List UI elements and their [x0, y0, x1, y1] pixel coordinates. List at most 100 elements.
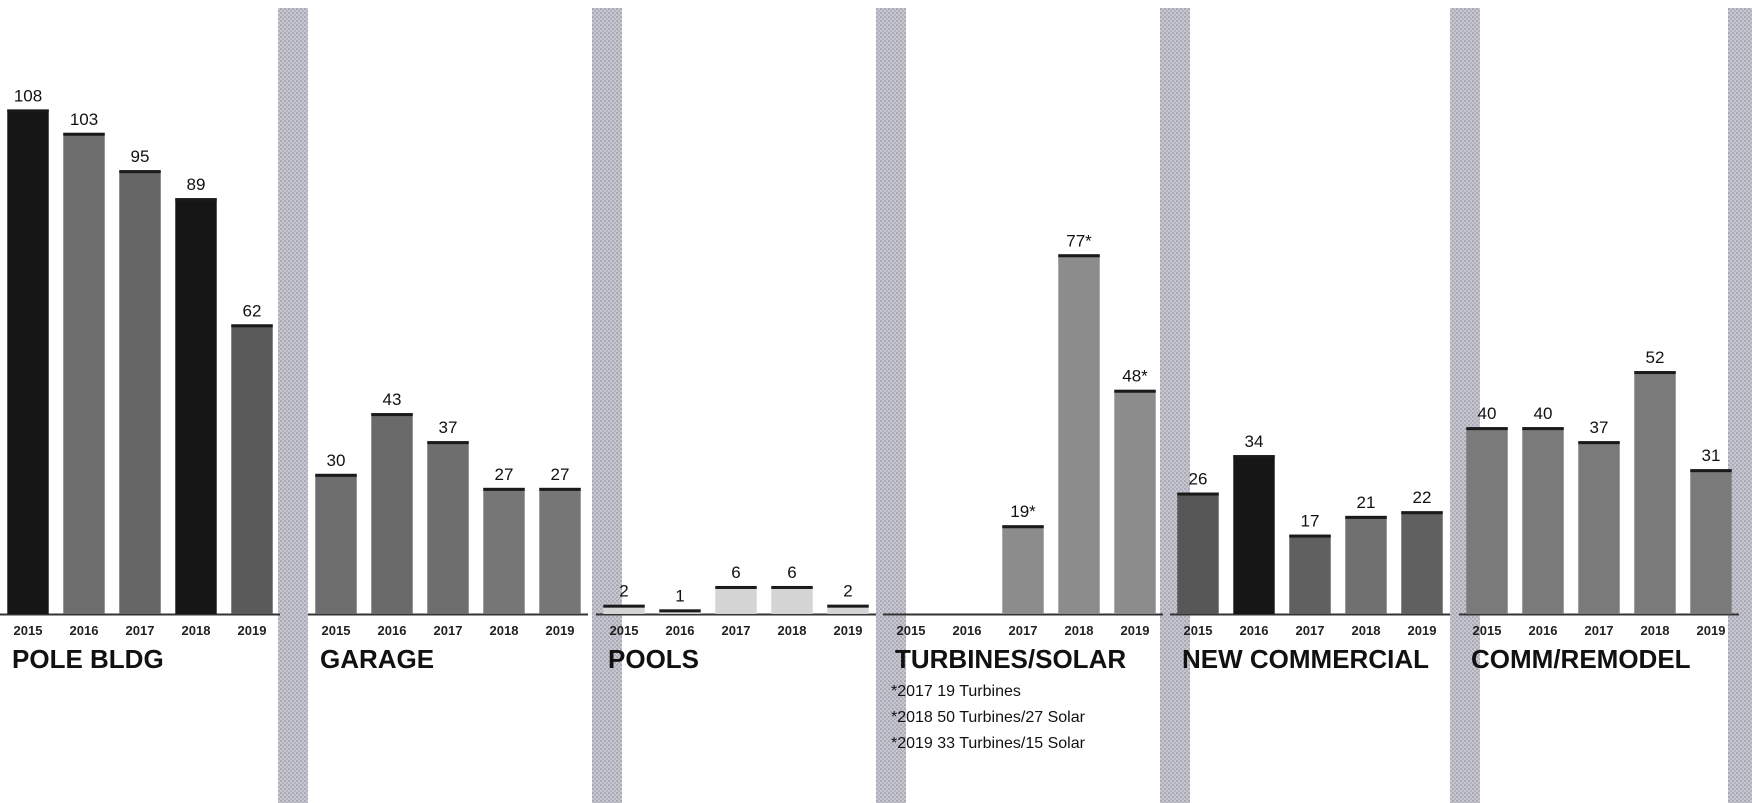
panel-separator	[876, 8, 906, 803]
bar-group: 26 2015 34 2016 17 2017 21 2018 22 2019 NEW COMMER…	[1170, 432, 1450, 674]
bar-top-edge	[827, 604, 869, 608]
bar	[1345, 515, 1387, 614]
panel-separator	[1728, 8, 1752, 803]
x-tick-label: 2016	[1240, 623, 1269, 638]
bar-top-edge	[231, 324, 273, 328]
bar	[1522, 427, 1564, 614]
data-label: 37	[1590, 418, 1609, 437]
bar-top-edge	[1233, 455, 1275, 459]
data-label: 34	[1245, 432, 1264, 451]
bar	[1002, 525, 1044, 614]
bar	[1466, 427, 1508, 614]
bar-top-edge	[1578, 441, 1620, 445]
data-label: 37	[439, 418, 458, 437]
x-tick-label: 2017	[1585, 623, 1614, 638]
group-title: NEW COMMERCIAL	[1182, 644, 1429, 674]
x-tick-label: 2017	[434, 623, 463, 638]
x-tick-label: 2017	[1009, 623, 1038, 638]
bar-group: 40 2015 40 2016 37 2017 52 2018 31 2019 COMM/REMOD…	[1459, 348, 1739, 674]
bar	[1690, 469, 1732, 614]
footnote: *2018 50 Turbines/27 Solar	[891, 709, 1086, 726]
x-tick-label: 2016	[378, 623, 407, 638]
data-label: 1	[675, 586, 684, 605]
x-tick-label: 2017	[1296, 623, 1325, 638]
bar	[371, 413, 413, 614]
bar	[1114, 389, 1156, 614]
bar-group: 30 2015 43 2016 37 2017 27 2018 27 2019 GARAGE	[308, 390, 588, 674]
bar-top-edge	[1401, 511, 1443, 515]
group-title: POLE BLDG	[12, 644, 164, 674]
data-label: 21	[1357, 493, 1376, 512]
bar	[231, 324, 273, 614]
footnote: *2017 19 Turbines	[891, 683, 1021, 700]
bar	[715, 585, 757, 614]
x-tick-label: 2018	[778, 623, 807, 638]
data-label: 22	[1413, 488, 1432, 507]
bar-top-edge	[7, 109, 49, 113]
x-tick-label: 2018	[182, 623, 211, 638]
data-label: 108	[14, 86, 42, 105]
bar-top-edge	[771, 585, 813, 589]
bar	[603, 604, 645, 614]
data-label: 17	[1301, 512, 1320, 531]
bar	[315, 473, 357, 614]
bar	[1177, 492, 1219, 614]
bar-top-edge	[1345, 515, 1387, 519]
bar-group: 2015 2016 19* 2017 77* 2018 48* 2019 TURBINES/SO…	[883, 231, 1163, 752]
bar-top-edge	[371, 413, 413, 417]
data-label: 27	[551, 465, 570, 484]
x-tick-label: 2017	[126, 623, 155, 638]
data-label: 103	[70, 110, 98, 129]
x-tick-label: 2015	[610, 623, 639, 638]
data-label: 31	[1702, 446, 1721, 465]
x-tick-label: 2016	[1529, 623, 1558, 638]
bar	[827, 604, 869, 614]
x-tick-label: 2019	[238, 623, 267, 638]
bar-top-edge	[659, 609, 701, 613]
panel-separator	[592, 8, 622, 803]
data-label: 52	[1646, 348, 1665, 367]
bar-top-edge	[1522, 427, 1564, 431]
x-tick-label: 2016	[666, 623, 695, 638]
x-tick-label: 2015	[1473, 623, 1502, 638]
x-tick-label: 2019	[1697, 623, 1726, 638]
bar	[63, 132, 105, 614]
bar	[1289, 534, 1331, 614]
bar	[1058, 254, 1100, 615]
x-tick-label: 2016	[70, 623, 99, 638]
bar-top-edge	[1177, 492, 1219, 496]
group-title: GARAGE	[320, 644, 434, 674]
x-tick-label: 2019	[834, 623, 863, 638]
bar-top-edge	[63, 132, 105, 136]
bar	[7, 109, 49, 614]
data-label: 2	[843, 582, 852, 601]
x-tick-label: 2015	[1184, 623, 1213, 638]
x-tick-label: 2015	[322, 623, 351, 638]
group-title: COMM/REMODEL	[1471, 644, 1691, 674]
bar	[483, 487, 525, 614]
bar-top-edge	[1114, 389, 1156, 393]
data-label: 89	[187, 175, 206, 194]
x-tick-label: 2018	[1641, 623, 1670, 638]
group-title: POOLS	[608, 644, 699, 674]
group-title: TURBINES/SOLAR	[895, 644, 1126, 674]
bar-top-edge	[1634, 371, 1676, 375]
bar-top-edge	[315, 473, 357, 477]
data-label: 95	[131, 147, 150, 166]
panel-separator	[278, 8, 308, 803]
x-tick-label: 2019	[546, 623, 575, 638]
data-label: 30	[327, 451, 346, 470]
bar	[771, 585, 813, 614]
bar	[1233, 455, 1275, 614]
bar	[119, 170, 161, 614]
bar	[427, 441, 469, 614]
data-label: 48*	[1122, 367, 1148, 386]
bar	[539, 487, 581, 614]
bar-top-edge	[119, 170, 161, 174]
bar-top-edge	[539, 487, 581, 491]
x-tick-label: 2018	[1352, 623, 1381, 638]
data-label: 40	[1534, 404, 1553, 423]
bar-top-edge	[1690, 469, 1732, 473]
x-tick-label: 2016	[953, 623, 982, 638]
bar-top-edge	[1466, 427, 1508, 431]
